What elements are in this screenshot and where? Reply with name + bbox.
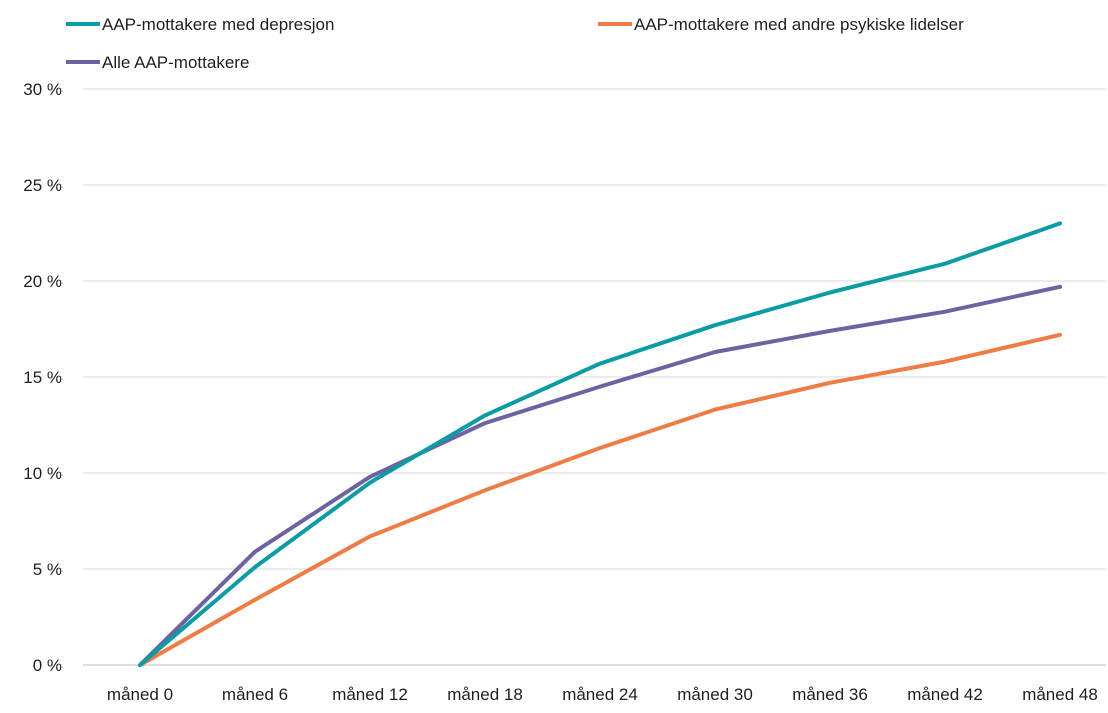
y-axis: 0 % 5 % 10 % 15 % 20 % 25 % 30 % xyxy=(23,80,62,675)
legend-item-andre-psykiske-lidelser[interactable]: AAP-mottakere med andre psykiske lidelse… xyxy=(598,15,964,34)
y-tick-label: 25 % xyxy=(23,176,62,195)
x-tick-label: måned 18 xyxy=(447,685,523,704)
x-axis: måned 0 måned 6 måned 12 måned 18 måned 24 må… xyxy=(107,685,1098,704)
x-tick-label: måned 48 xyxy=(1022,685,1098,704)
y-tick-label: 20 % xyxy=(23,272,62,291)
legend-item-alle[interactable]: Alle AAP-mottakere xyxy=(66,53,249,72)
gridlines xyxy=(83,88,1106,666)
x-tick-label: måned 0 xyxy=(107,685,173,704)
legend-label: Alle AAP-mottakere xyxy=(102,53,249,72)
series-line-alle xyxy=(138,284,1062,667)
x-tick-label: måned 30 xyxy=(677,685,753,704)
series-line-andre-psykiske-lidelser xyxy=(138,332,1062,667)
x-tick-label: måned 6 xyxy=(222,685,288,704)
series-lines xyxy=(138,221,1062,667)
y-tick-label: 10 % xyxy=(23,464,62,483)
x-tick-label: måned 36 xyxy=(792,685,868,704)
y-tick-label: 0 % xyxy=(33,656,62,675)
legend-item-depresjon[interactable]: AAP-mottakere med depresjon xyxy=(66,15,334,34)
x-tick-label: måned 24 xyxy=(562,685,638,704)
y-tick-label: 15 % xyxy=(23,368,62,387)
legend-label: AAP-mottakere med andre psykiske lidelse… xyxy=(634,15,964,34)
x-tick-label: måned 42 xyxy=(907,685,983,704)
series-line-depresjon xyxy=(138,221,1062,667)
y-tick-label: 5 % xyxy=(33,560,62,579)
legend: AAP-mottakere med depresjon AAP-mottaker… xyxy=(66,15,964,72)
legend-label: AAP-mottakere med depresjon xyxy=(102,15,334,34)
x-tick-label: måned 12 xyxy=(332,685,408,704)
y-tick-label: 30 % xyxy=(23,80,62,99)
